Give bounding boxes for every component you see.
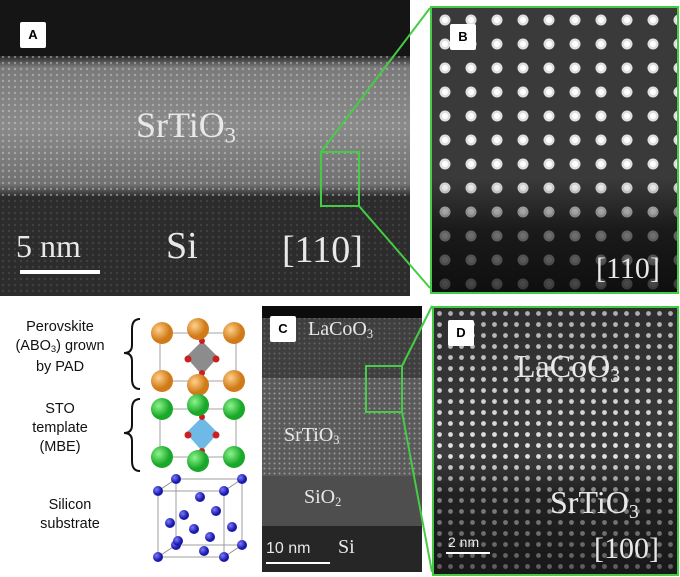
panel-c-stem-image: C LaCoO3 SrTiO3 SiO2 10 nm Si — [262, 306, 422, 572]
perovskite-layer-text: Perovskite (ABO3) grown by PAD — [15, 319, 105, 375]
panel-b-letter: B — [450, 24, 476, 50]
zone-axis-d: [100] — [594, 532, 659, 565]
zone-axis-b: [110] — [596, 252, 660, 285]
si-label-c: Si — [338, 536, 355, 558]
zoom-box-c — [365, 365, 403, 413]
scale-label-c: 10 nm — [266, 540, 311, 557]
panel-a-stem-image: A SrTiO3 Si 5 nm [110] — [0, 0, 410, 296]
panel-b-stem-zoom: B [110] — [430, 6, 679, 294]
zone-axis-a: [110] — [282, 229, 363, 271]
scale-label-a: 5 nm — [16, 228, 81, 264]
panel-a-letter: A — [20, 22, 46, 48]
panel-d-stem-zoom: D LaCoO3 SrTiO3 2 nm [100] — [432, 306, 679, 576]
scale-bar-d — [446, 552, 490, 554]
scale-bar-a — [20, 270, 100, 274]
srtio3-label-d: SrTiO3 — [550, 484, 639, 523]
srtio3-label: SrTiO3 — [136, 105, 236, 148]
silicon-substrate-text: Silicon substrate — [40, 497, 100, 532]
scale-label-d: 2 nm — [448, 534, 480, 550]
panel-d-letter: D — [448, 320, 474, 346]
srtio3-label-c: SrTiO3 — [284, 424, 340, 448]
lacoo3-label-d: LaCoO3 — [516, 348, 621, 387]
sto-template-text: STO template (MBE) — [32, 401, 88, 455]
panel-c-letter: C — [270, 316, 296, 342]
sio2-label-c: SiO2 — [304, 486, 342, 510]
si-label: Si — [166, 225, 198, 267]
crystal-structure-schematic — [123, 318, 247, 562]
lacoo3-label-c: LaCoO3 — [308, 318, 374, 342]
scale-bar-c — [266, 562, 330, 564]
